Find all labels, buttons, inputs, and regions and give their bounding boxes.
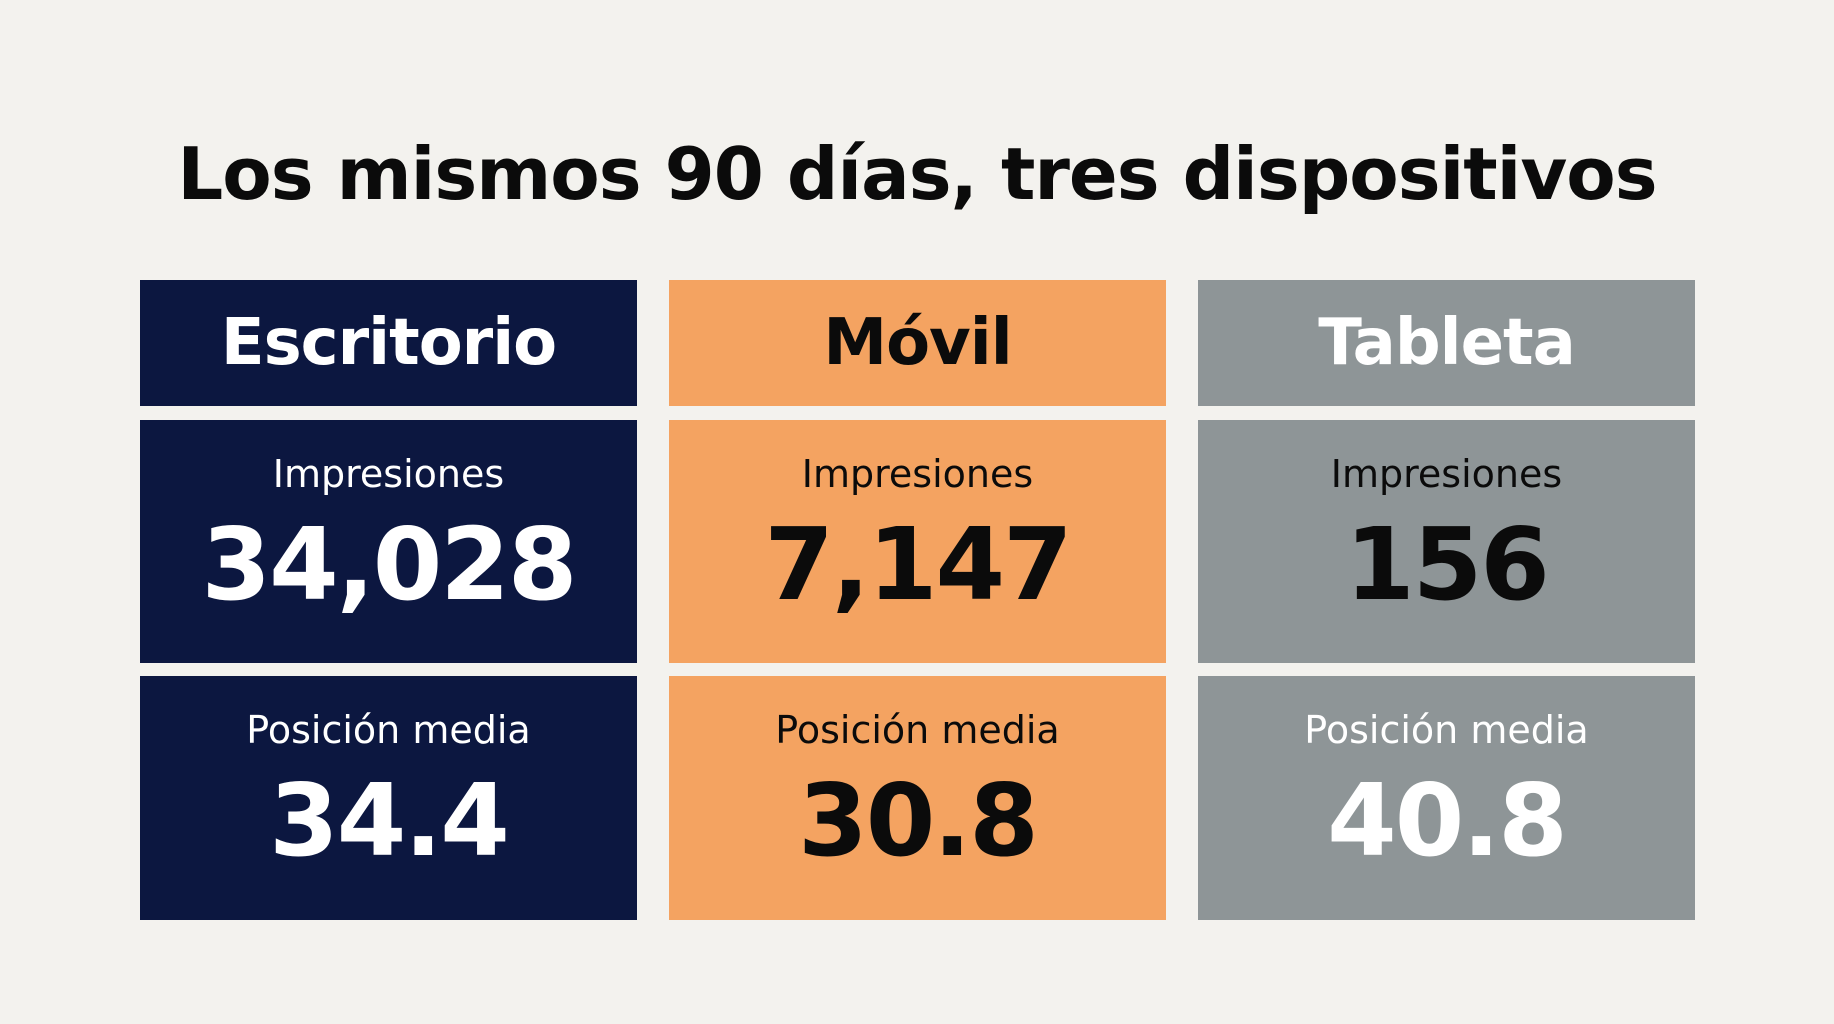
device-name: Móvil bbox=[823, 306, 1012, 380]
impressions-value: 156 bbox=[1345, 506, 1550, 623]
device-header-escritorio: Escritorio bbox=[140, 280, 637, 406]
impressions-label: Impresiones bbox=[1330, 452, 1563, 496]
device-comparison-grid: Escritorio Impresiones 34,028 Posición m… bbox=[140, 280, 1695, 920]
impressions-card-movil: Impresiones 7,147 bbox=[669, 420, 1166, 663]
device-header-tableta: Tableta bbox=[1198, 280, 1695, 406]
position-value: 30.8 bbox=[798, 762, 1039, 879]
position-card-movil: Posición media 30.8 bbox=[669, 676, 1166, 920]
page-title: Los mismos 90 días, tres dispositivos bbox=[177, 132, 1657, 216]
impressions-label: Impresiones bbox=[272, 452, 505, 496]
position-value: 40.8 bbox=[1327, 762, 1568, 879]
impressions-value: 7,147 bbox=[764, 506, 1072, 623]
impressions-value: 34,028 bbox=[201, 506, 578, 623]
impressions-label: Impresiones bbox=[801, 452, 1034, 496]
device-header-movil: Móvil bbox=[669, 280, 1166, 406]
impressions-card-tableta: Impresiones 156 bbox=[1198, 420, 1695, 663]
position-card-tableta: Posición media 40.8 bbox=[1198, 676, 1695, 920]
position-value: 34.4 bbox=[269, 762, 510, 879]
position-card-escritorio: Posición media 34.4 bbox=[140, 676, 637, 920]
position-label: Posición media bbox=[1304, 708, 1589, 752]
position-label: Posición media bbox=[775, 708, 1060, 752]
device-name: Tableta bbox=[1318, 306, 1576, 380]
position-label: Posición media bbox=[246, 708, 531, 752]
device-name: Escritorio bbox=[220, 306, 557, 380]
impressions-card-escritorio: Impresiones 34,028 bbox=[140, 420, 637, 663]
